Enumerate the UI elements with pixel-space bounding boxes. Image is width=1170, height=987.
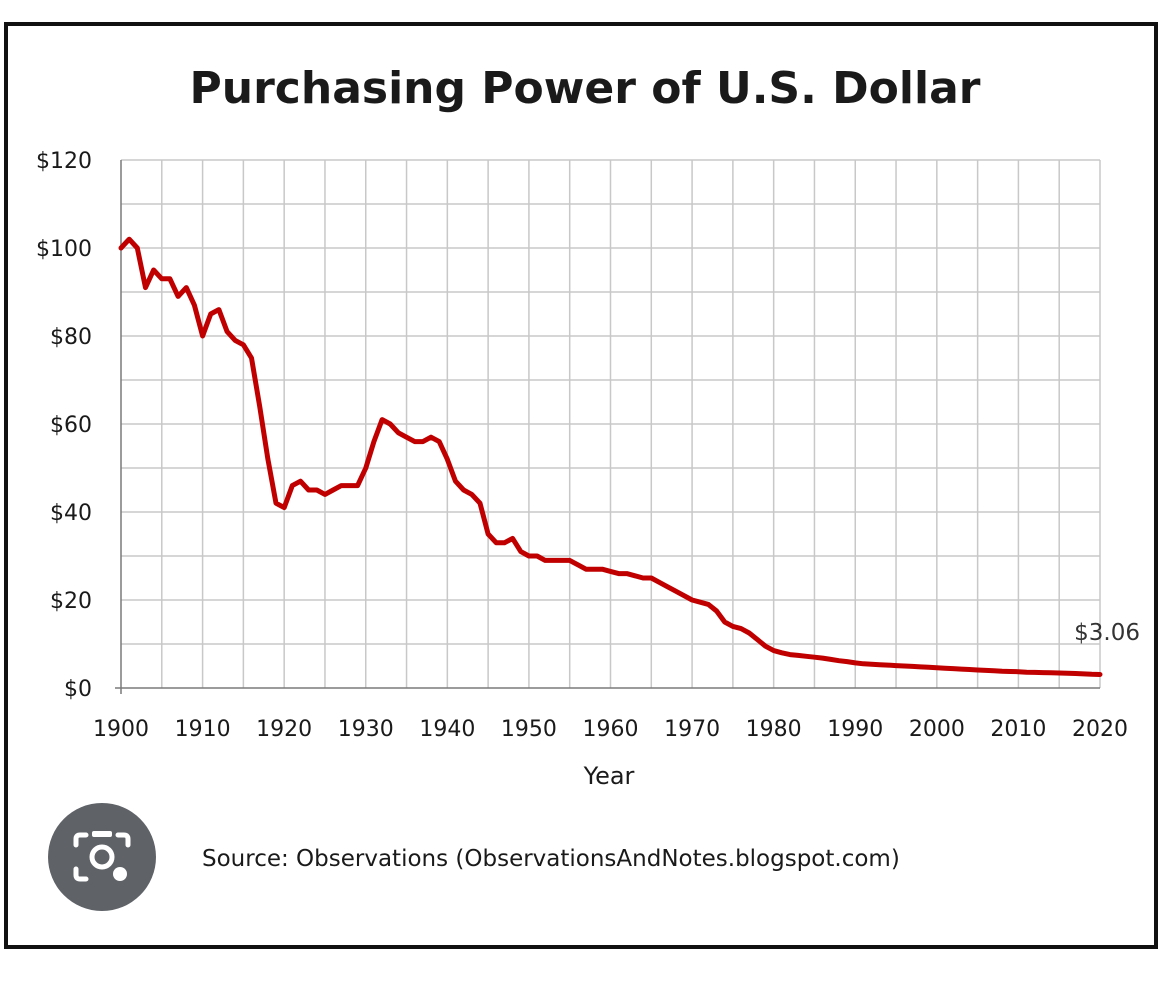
y-tick-label: $60 <box>50 413 92 438</box>
y-tick-label: $40 <box>50 501 92 526</box>
end-value-label: $3.06 <box>1074 620 1140 646</box>
x-tick-label: 1960 <box>583 717 639 742</box>
x-tick-label: 1980 <box>746 717 802 742</box>
y-tick-label: $0 <box>64 677 92 702</box>
grid <box>121 159 1101 688</box>
x-tick-label: 2020 <box>1072 717 1128 742</box>
chart-title: Purchasing Power of U.S. Dollar <box>190 63 981 114</box>
y-tick-label: $20 <box>50 589 92 614</box>
camera-search-icon <box>73 831 131 882</box>
x-tick-label: 2000 <box>909 717 965 742</box>
x-tick-label: 1990 <box>827 717 883 742</box>
lens-search-button[interactable] <box>48 803 156 911</box>
series <box>118 236 1103 677</box>
x-tick-labels: 1900 1910 1920 1930 1940 1950 1960 1970 1980 1990… <box>93 717 1128 742</box>
x-tick-label: 1930 <box>338 717 394 742</box>
x-tick-label: 1910 <box>175 717 231 742</box>
y-tick-label: $120 <box>36 149 92 174</box>
chart-frame <box>4 22 1158 949</box>
y-tick-label: $100 <box>36 237 92 262</box>
y-tick-labels: $0 $20 $40 $60 $80 $100 $120 <box>36 149 92 702</box>
series-line <box>118 236 1103 677</box>
x-tick-label: 1920 <box>256 717 312 742</box>
source-note: Source: Observations (ObservationsAndNot… <box>202 846 900 872</box>
x-tick-label: 1940 <box>419 717 475 742</box>
x-tick-label: 1970 <box>664 717 720 742</box>
y-tick-label: $80 <box>50 325 92 350</box>
x-tick-label: 1950 <box>501 717 557 742</box>
x-tick-label: 1900 <box>93 717 149 742</box>
x-axis-title: Year <box>583 762 635 790</box>
x-tick-label: 2010 <box>990 717 1046 742</box>
